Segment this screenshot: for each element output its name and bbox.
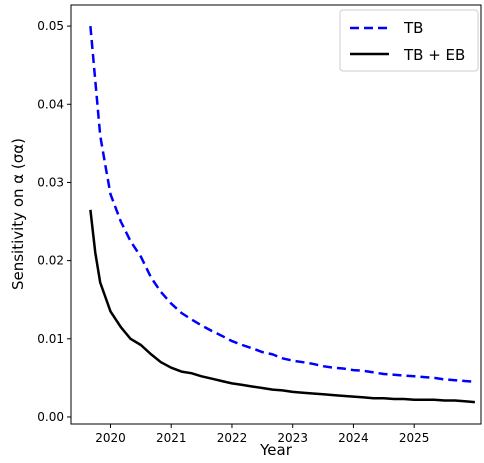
x-axis-label: Year (259, 441, 293, 459)
legend: TB TB + EB (339, 9, 479, 72)
y-tick-label: 0.02 (37, 254, 64, 268)
legend-label-tb-eb: TB + EB (403, 46, 465, 64)
x-tick-label: 2021 (156, 431, 187, 445)
plot-area (70, 4, 482, 425)
x-tick-label: 2025 (399, 431, 430, 445)
y-tick-label: 0.01 (37, 332, 64, 346)
x-tick-label: 2023 (277, 431, 308, 445)
y-tick-label: 0.00 (37, 410, 64, 424)
x-tick-label: 2024 (338, 431, 369, 445)
series-line-tb-eb (89, 209, 475, 404)
x-tick-label: 2020 (95, 431, 126, 445)
series-layer (89, 25, 475, 404)
x-tick-label: 2022 (217, 431, 248, 445)
y-axis-label: Sensitivity on α (σα) (9, 138, 27, 290)
y-axis-ticks: 0.00 0.01 0.02 0.03 0.04 0.05 (37, 19, 71, 424)
y-tick-label: 0.03 (37, 175, 64, 189)
plot-frame (70, 4, 482, 425)
x-axis-ticks: 2020 2021 2022 2023 2024 2025 (95, 424, 429, 445)
y-tick-label: 0.05 (37, 19, 64, 33)
legend-label-tb: TB (403, 19, 423, 37)
legend-box (339, 9, 479, 72)
series-line-tb (89, 25, 475, 384)
y-tick-label: 0.04 (37, 97, 64, 111)
